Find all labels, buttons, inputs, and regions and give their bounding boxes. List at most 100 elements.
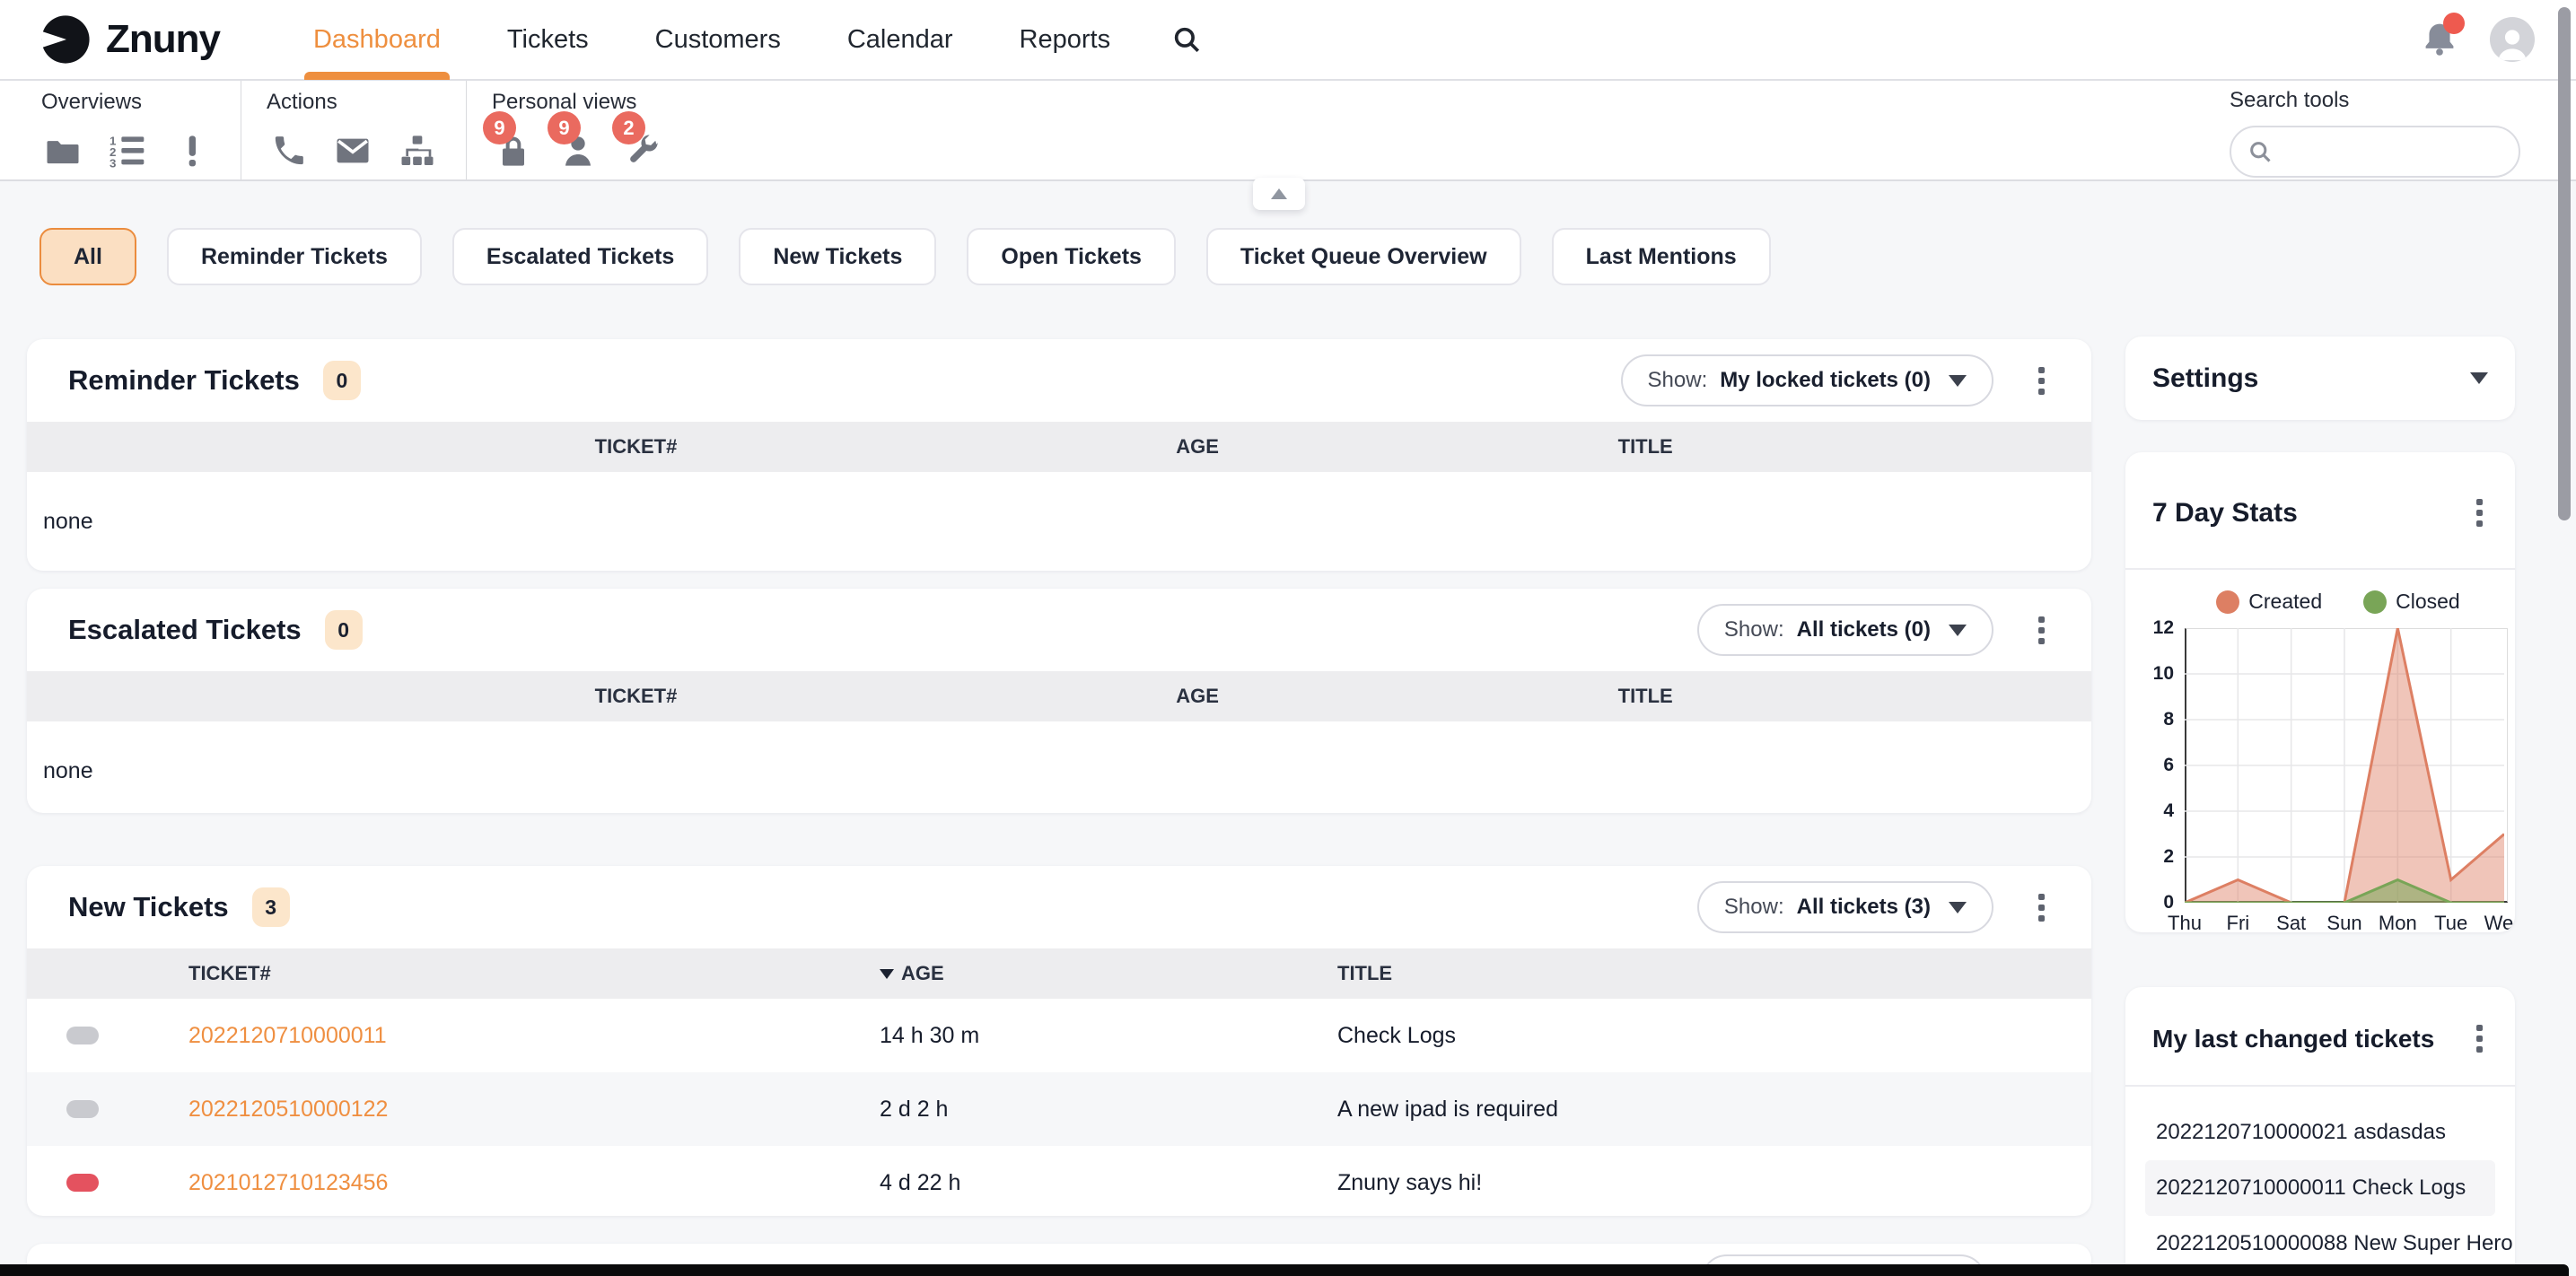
widget-header: Escalated Tickets 0 Show: All tickets (0…: [27, 589, 2091, 671]
search-tools: Search tools: [2230, 88, 2520, 178]
chevron-down-icon: [1949, 624, 1967, 636]
column-header-title[interactable]: TITLE: [1618, 671, 1673, 721]
search-icon: [2250, 142, 2271, 162]
wrench-action-button[interactable]: 2: [612, 111, 664, 172]
widget-menu-button[interactable]: [2471, 1019, 2488, 1058]
search-tools-box[interactable]: [2230, 126, 2520, 178]
column-label: AGE: [1176, 435, 1219, 458]
last-changed-item[interactable]: 2022120510000088 New Super Hero 2: [2156, 1231, 2515, 1255]
collapse-toolbar-button[interactable]: [1253, 178, 1305, 210]
filter-pill-ticket-queue-overview[interactable]: Ticket Queue Overview: [1205, 228, 1521, 285]
chart-canvas: [2185, 628, 2504, 903]
column-header-ticket[interactable]: TICKET#: [595, 422, 678, 472]
created-legend-dot: [2216, 590, 2240, 614]
person-action-button[interactable]: 9: [548, 111, 600, 172]
show-dropdown[interactable]: Show: My locked tickets (0): [1620, 354, 1993, 406]
widget-header: My last changed tickets: [2125, 987, 2515, 1087]
column-label: TICKET#: [594, 685, 678, 707]
toolbar-group-personal-views: Personal views 9 9 2: [466, 81, 691, 179]
closed-legend-dot: [2363, 590, 2388, 614]
show-label: Show:: [1723, 895, 1784, 919]
column-header-age[interactable]: AGE: [880, 948, 944, 999]
brand[interactable]: Znuny: [39, 13, 221, 66]
settings-panel[interactable]: Settings: [2125, 336, 2515, 420]
ticket-link[interactable]: 2021012710123456: [188, 1169, 389, 1195]
filter-pill-reminder-tickets[interactable]: Reminder Tickets: [166, 228, 422, 285]
widget-menu-button[interactable]: [2033, 611, 2050, 650]
widget-menu-button[interactable]: [2033, 888, 2050, 927]
nav-item-calendar[interactable]: Calendar: [846, 24, 953, 54]
phone-action-button[interactable]: [267, 129, 310, 172]
ticket-link[interactable]: 2022120710000011: [188, 1022, 387, 1048]
envelope-icon: [337, 138, 369, 163]
nav-item-tickets[interactable]: Tickets: [506, 24, 589, 54]
sitemap-action-button[interactable]: [396, 129, 439, 172]
column-header-ticket[interactable]: TICKET#: [595, 671, 678, 721]
column-header-title[interactable]: TITLE: [1337, 948, 1392, 999]
search-tools-input[interactable]: [2283, 139, 2490, 164]
age-cell: 14 h 30 m: [880, 1022, 980, 1048]
show-dropdown[interactable]: Show: All tickets (0): [1696, 604, 1993, 656]
table-row[interactable]: 2022120510000122 2 d 2 h A new ipad is req…: [27, 1072, 2091, 1146]
chevron-down-icon: [1949, 374, 1967, 387]
legend-label: Created: [2248, 590, 2323, 613]
envelope-action-button[interactable]: [331, 129, 374, 172]
filter-pill-new-tickets[interactable]: New Tickets: [739, 228, 937, 285]
quick-toolbar: Overviews 1 2 3 Actions Personal views 9 9 2 Sea…: [0, 81, 2576, 181]
widget-menu-button[interactable]: [2471, 494, 2488, 532]
filter-pill-escalated-tickets[interactable]: Escalated Tickets: [451, 228, 709, 285]
column-label: AGE: [901, 962, 944, 984]
column-header-title[interactable]: TITLE: [1618, 422, 1673, 472]
nav-item-reports[interactable]: Reports: [1019, 24, 1111, 54]
column-header-ticket[interactable]: TICKET#: [188, 948, 271, 999]
count-badge: 9: [548, 111, 581, 144]
legend-label: Closed: [2396, 590, 2460, 613]
exclamation-action-button[interactable]: [171, 129, 214, 172]
column-label: AGE: [1176, 685, 1219, 707]
nav-item-customers[interactable]: Customers: [654, 24, 781, 54]
notifications-button[interactable]: [2420, 13, 2465, 61]
toolbar-group-label: Actions: [267, 90, 337, 114]
widget-menu-button[interactable]: [2033, 362, 2050, 400]
ticket-number-cell: 2022120510000122: [188, 1072, 388, 1146]
lock-action-button[interactable]: 9: [483, 111, 535, 172]
widget-header: Reminder Tickets 0 Show: My locked ticke…: [27, 339, 2091, 422]
column-label: TICKET#: [594, 435, 678, 458]
widget-title: Escalated Tickets: [68, 614, 302, 645]
filter-pill-all[interactable]: All: [39, 228, 136, 285]
table-row[interactable]: 2022120710000011 14 h 30 m Check Logs: [27, 999, 2091, 1072]
last-changed-item[interactable]: 2022120710000011 Check Logs: [2145, 1160, 2495, 1216]
nav-search-button[interactable]: [1171, 24, 1202, 55]
x-tick-label: Tue: [2434, 912, 2468, 932]
y-tick-label: 8: [2163, 709, 2174, 730]
y-tick-label: 12: [2152, 617, 2174, 638]
column-header-age[interactable]: AGE: [1176, 422, 1219, 472]
show-dropdown[interactable]: Show: All tickets (3): [1696, 881, 1993, 933]
column-header-age[interactable]: AGE: [1176, 671, 1219, 721]
avatar[interactable]: [2490, 17, 2535, 62]
ticket-link[interactable]: 2022120510000122: [188, 1096, 389, 1122]
toolbar-group-label: Overviews: [41, 90, 143, 114]
ticket-number-cell: 2022120710000011: [188, 999, 387, 1072]
nav-item-dashboard[interactable]: Dashboard: [303, 0, 450, 80]
filter-pill-last-mentions[interactable]: Last Mentions: [1551, 228, 1771, 285]
show-label: Show:: [1647, 368, 1708, 392]
folder-action-button[interactable]: [41, 129, 84, 172]
count-badge: 9: [483, 111, 516, 144]
table-row[interactable]: 2021012710123456 4 d 22 h Znuny says hi!: [27, 1146, 2091, 1216]
chevron-up-icon: [1271, 188, 1287, 199]
toolbar-group-overviews: Overviews 1 2 3: [41, 81, 241, 179]
sort-desc-icon: [880, 968, 894, 979]
chart-x-labels: Thu Fri Sat Sun Mon Tue Wed: [2168, 912, 2515, 932]
vertical-scrollbar-thumb[interactable]: [2558, 7, 2571, 520]
last-changed-item[interactable]: 2022120710000021 asdasdas: [2156, 1120, 2446, 1144]
widget-new-tickets: New Tickets 3 Show: All tickets (3) TICK…: [27, 866, 2091, 1216]
dashboard-filters: All Reminder Tickets Escalated Tickets New …: [39, 228, 1771, 285]
toolbar-icon-row: [267, 129, 439, 172]
count-badge: 2: [612, 111, 645, 144]
filter-pill-open-tickets[interactable]: Open Tickets: [967, 228, 1176, 285]
widget-title: Reminder Tickets: [68, 364, 300, 396]
svg-text:1: 1: [110, 134, 117, 147]
